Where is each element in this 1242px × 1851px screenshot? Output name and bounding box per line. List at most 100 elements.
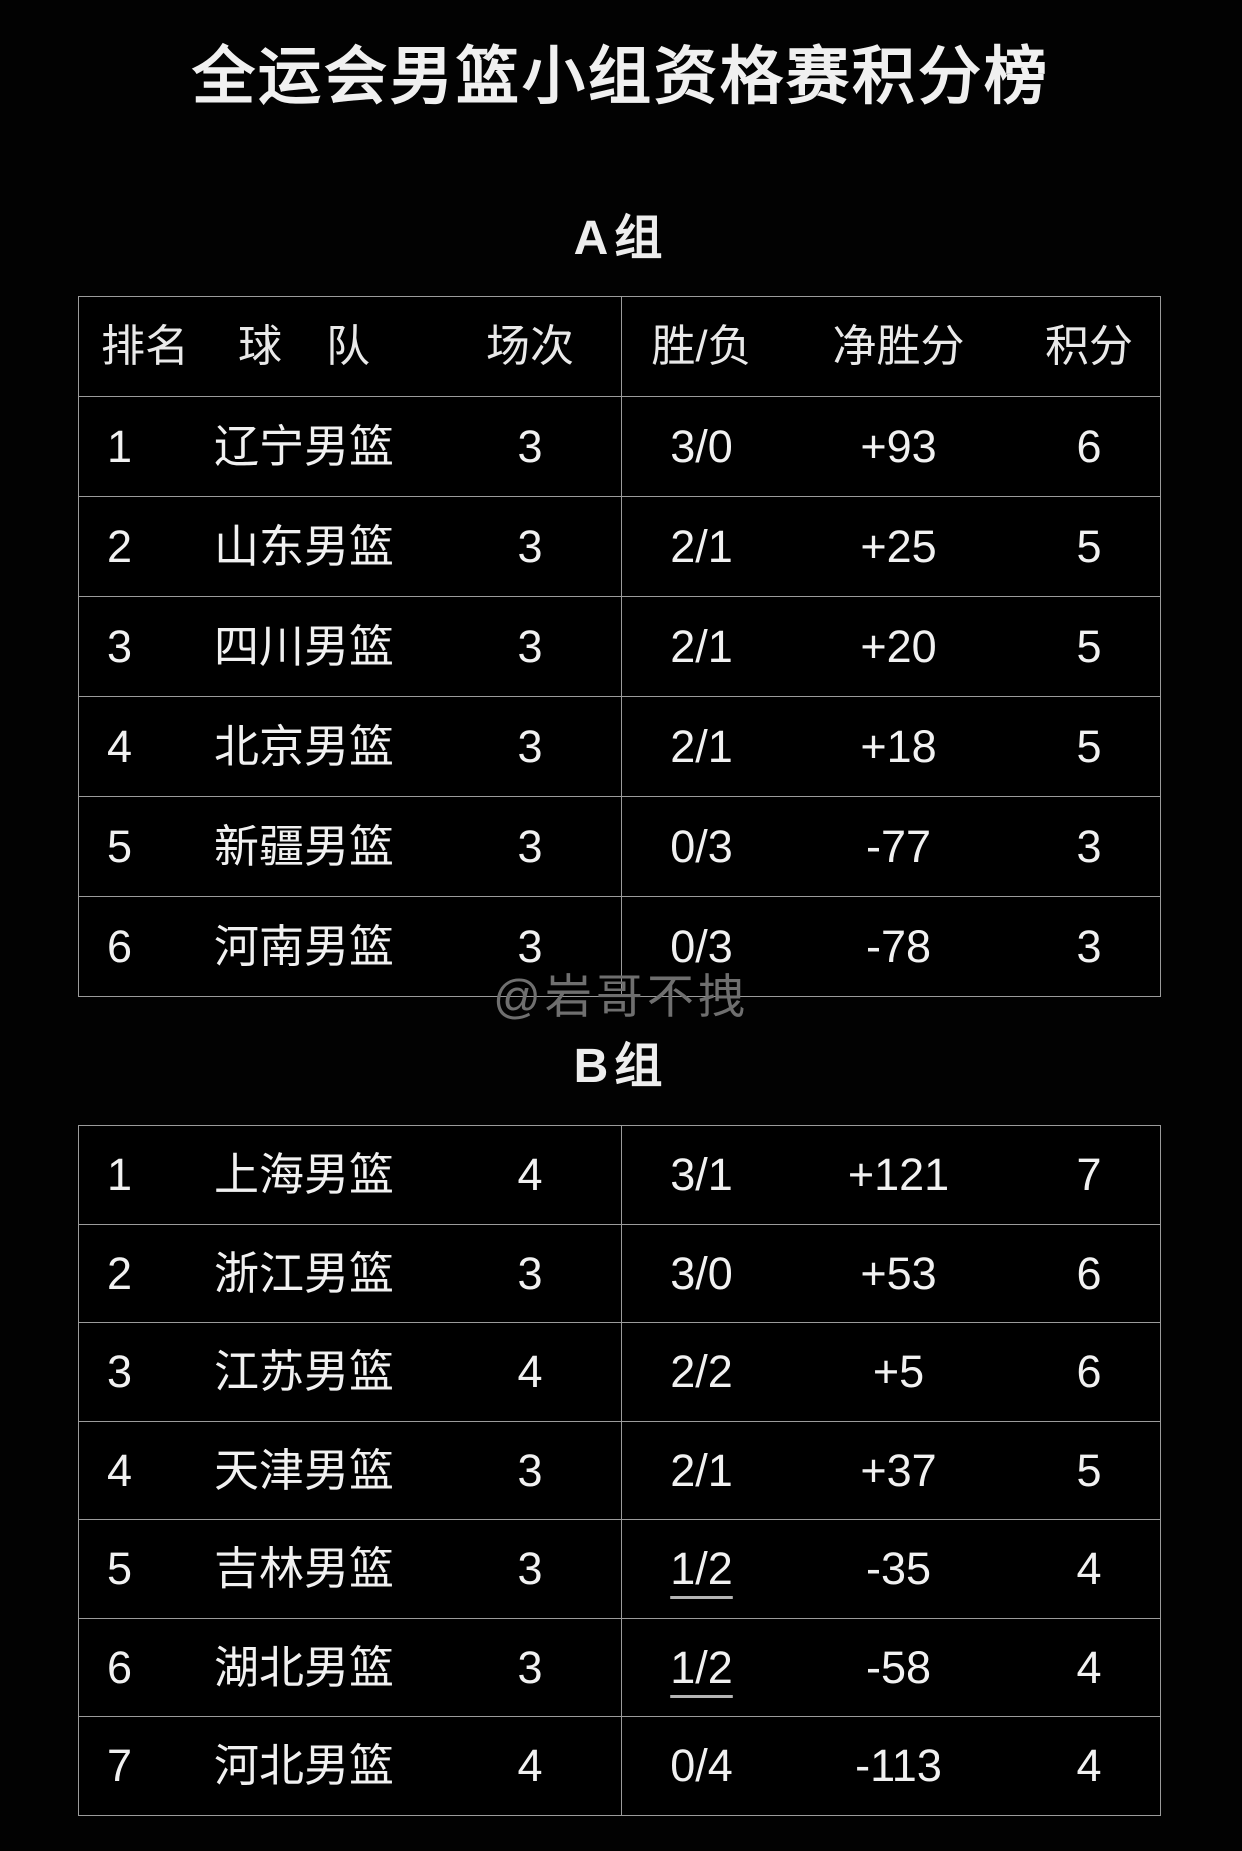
- rank-cell: 3: [107, 621, 133, 672]
- wl-cell: 2/1: [621, 697, 781, 796]
- group-a-label: A组: [573, 212, 669, 265]
- rank-cell: 1: [107, 1149, 133, 1201]
- rank-cell: 4: [107, 721, 133, 772]
- table-row: 4 天津男篮 3 2/1 +37 5: [79, 1420, 1160, 1519]
- table-row: 2 浙江男篮 3 3/0 +53 6: [79, 1223, 1160, 1322]
- games-cell: 3: [517, 1641, 543, 1693]
- table-row: 7 河北男篮 4 0/4 -113 4: [79, 1716, 1160, 1815]
- rank-cell: 1: [107, 421, 133, 472]
- table-row: 5 新疆男篮 3 0/3 -77 3: [79, 796, 1160, 896]
- page-title: 全运会男篮小组资格赛积分榜: [192, 42, 1050, 112]
- games-cell: 3: [517, 421, 543, 472]
- header-row: 排名球 队 场次 胜/负 净胜分 积分: [79, 297, 1160, 396]
- team-cell: 辽宁男篮: [213, 421, 394, 472]
- rank-cell: 4: [107, 1444, 133, 1496]
- column-header-wl: 胜/负: [621, 297, 781, 396]
- rank-cell: 3: [107, 1346, 133, 1398]
- games-cell: 3: [517, 921, 543, 972]
- group-b-table: 1 上海男篮 4 3/1 +121 7 2 浙江男篮 3 3/0 +53 6 3 江苏男篮 4 2/2 +5 6 4…: [78, 1125, 1161, 1816]
- rank-cell: 5: [107, 821, 133, 872]
- diff-cell: -58: [865, 1641, 932, 1693]
- column-header-pts: 积分: [1045, 321, 1133, 371]
- games-cell: 4: [517, 1740, 543, 1792]
- column-header-diff: 净胜分: [832, 321, 965, 371]
- table-row: 4 北京男篮 3 2/1 +18 5: [79, 696, 1160, 796]
- pts-cell: 5: [1076, 621, 1102, 672]
- games-cell: 3: [517, 1247, 543, 1299]
- team-cell: 北京男篮: [213, 721, 394, 772]
- rank-cell: 6: [107, 1641, 133, 1693]
- diff-cell: +93: [860, 421, 937, 472]
- rank-cell: 2: [107, 1247, 133, 1299]
- wl-cell: 1/2: [621, 1618, 781, 1716]
- diff-cell: +25: [860, 521, 937, 572]
- column-header-games: 场次: [486, 321, 574, 371]
- rank-cell: 2: [107, 521, 133, 572]
- wl-cell: 2/1: [621, 1421, 781, 1519]
- rank-cell: 5: [107, 1543, 133, 1595]
- team-cell: 四川男篮: [213, 621, 394, 672]
- team-cell: 浙江男篮: [213, 1247, 394, 1299]
- team-cell: 吉林男篮: [213, 1543, 394, 1595]
- wl-cell: 3/1: [621, 1126, 781, 1224]
- team-cell: 湖北男篮: [213, 1641, 394, 1693]
- diff-cell: +20: [860, 621, 937, 672]
- table-row: 1 辽宁男篮 3 3/0 +93 6: [79, 396, 1160, 496]
- wl-cell: 2/2: [621, 1323, 781, 1421]
- games-cell: 3: [517, 1543, 543, 1595]
- diff-cell: +18: [860, 721, 937, 772]
- rank-cell: 7: [107, 1740, 133, 1792]
- table-row: 3 江苏男篮 4 2/2 +5 6: [79, 1322, 1160, 1421]
- wl-cell: 1/2: [621, 1520, 781, 1618]
- diff-cell: -35: [865, 1543, 932, 1595]
- pts-cell: 6: [1076, 1346, 1102, 1398]
- team-cell: 天津男篮: [213, 1444, 394, 1496]
- table-row: 2 山东男篮 3 2/1 +25 5: [79, 496, 1160, 596]
- group-b-label: B组: [573, 1040, 669, 1093]
- table-row: 6 河南男篮 3 0/3 -78 3: [79, 896, 1160, 996]
- rank-cell: 6: [107, 921, 133, 972]
- diff-cell: +53: [860, 1247, 937, 1299]
- team-cell: 山东男篮: [213, 521, 394, 572]
- team-cell: 上海男篮: [213, 1149, 394, 1201]
- diff-cell: +121: [847, 1149, 950, 1201]
- games-cell: 3: [517, 1444, 543, 1496]
- column-header-team: 球 队: [238, 321, 370, 371]
- group-a-table: 排名球 队 场次 胜/负 净胜分 积分 1 辽宁男篮 3 3/0 +93 6 2 山东男篮 3 2/1 +25…: [78, 296, 1161, 997]
- games-cell: 3: [517, 521, 543, 572]
- pts-cell: 4: [1076, 1543, 1102, 1595]
- pts-cell: 5: [1076, 1444, 1102, 1496]
- diff-cell: -113: [855, 1740, 942, 1792]
- pts-cell: 5: [1076, 521, 1102, 572]
- wl-cell: 3/0: [621, 1224, 781, 1322]
- games-cell: 3: [517, 821, 543, 872]
- table-row: 5 吉林男篮 3 1/2 -35 4: [79, 1519, 1160, 1618]
- table-row: 6 湖北男篮 3 1/2 -58 4: [79, 1617, 1160, 1716]
- pts-cell: 7: [1076, 1149, 1102, 1201]
- watermark: @岩哥不拽: [493, 970, 749, 1023]
- diff-cell: +5: [872, 1346, 925, 1398]
- games-cell: 4: [517, 1149, 543, 1201]
- games-cell: 3: [517, 621, 543, 672]
- pts-cell: 6: [1076, 421, 1102, 472]
- wl-cell: 2/1: [621, 497, 781, 596]
- team-cell: 河北男篮: [213, 1740, 394, 1792]
- pts-cell: 6: [1076, 1247, 1102, 1299]
- column-header-rank: 排名: [101, 321, 189, 371]
- table-row: 1 上海男篮 4 3/1 +121 7: [79, 1126, 1160, 1224]
- pts-cell: 3: [1076, 821, 1102, 872]
- wl-cell: 0/3: [621, 897, 781, 996]
- pts-cell: 3: [1076, 921, 1102, 972]
- table-row: 3 四川男篮 3 2/1 +20 5: [79, 596, 1160, 696]
- team-cell: 江苏男篮: [213, 1346, 394, 1398]
- pts-cell: 4: [1076, 1740, 1102, 1792]
- diff-cell: +37: [860, 1444, 937, 1496]
- games-cell: 3: [517, 721, 543, 772]
- games-cell: 4: [517, 1346, 543, 1398]
- team-cell: 河南男篮: [213, 921, 394, 972]
- diff-cell: -77: [865, 821, 932, 872]
- pts-cell: 4: [1076, 1641, 1102, 1693]
- wl-cell: 0/4: [621, 1717, 781, 1815]
- wl-cell: 3/0: [621, 397, 781, 496]
